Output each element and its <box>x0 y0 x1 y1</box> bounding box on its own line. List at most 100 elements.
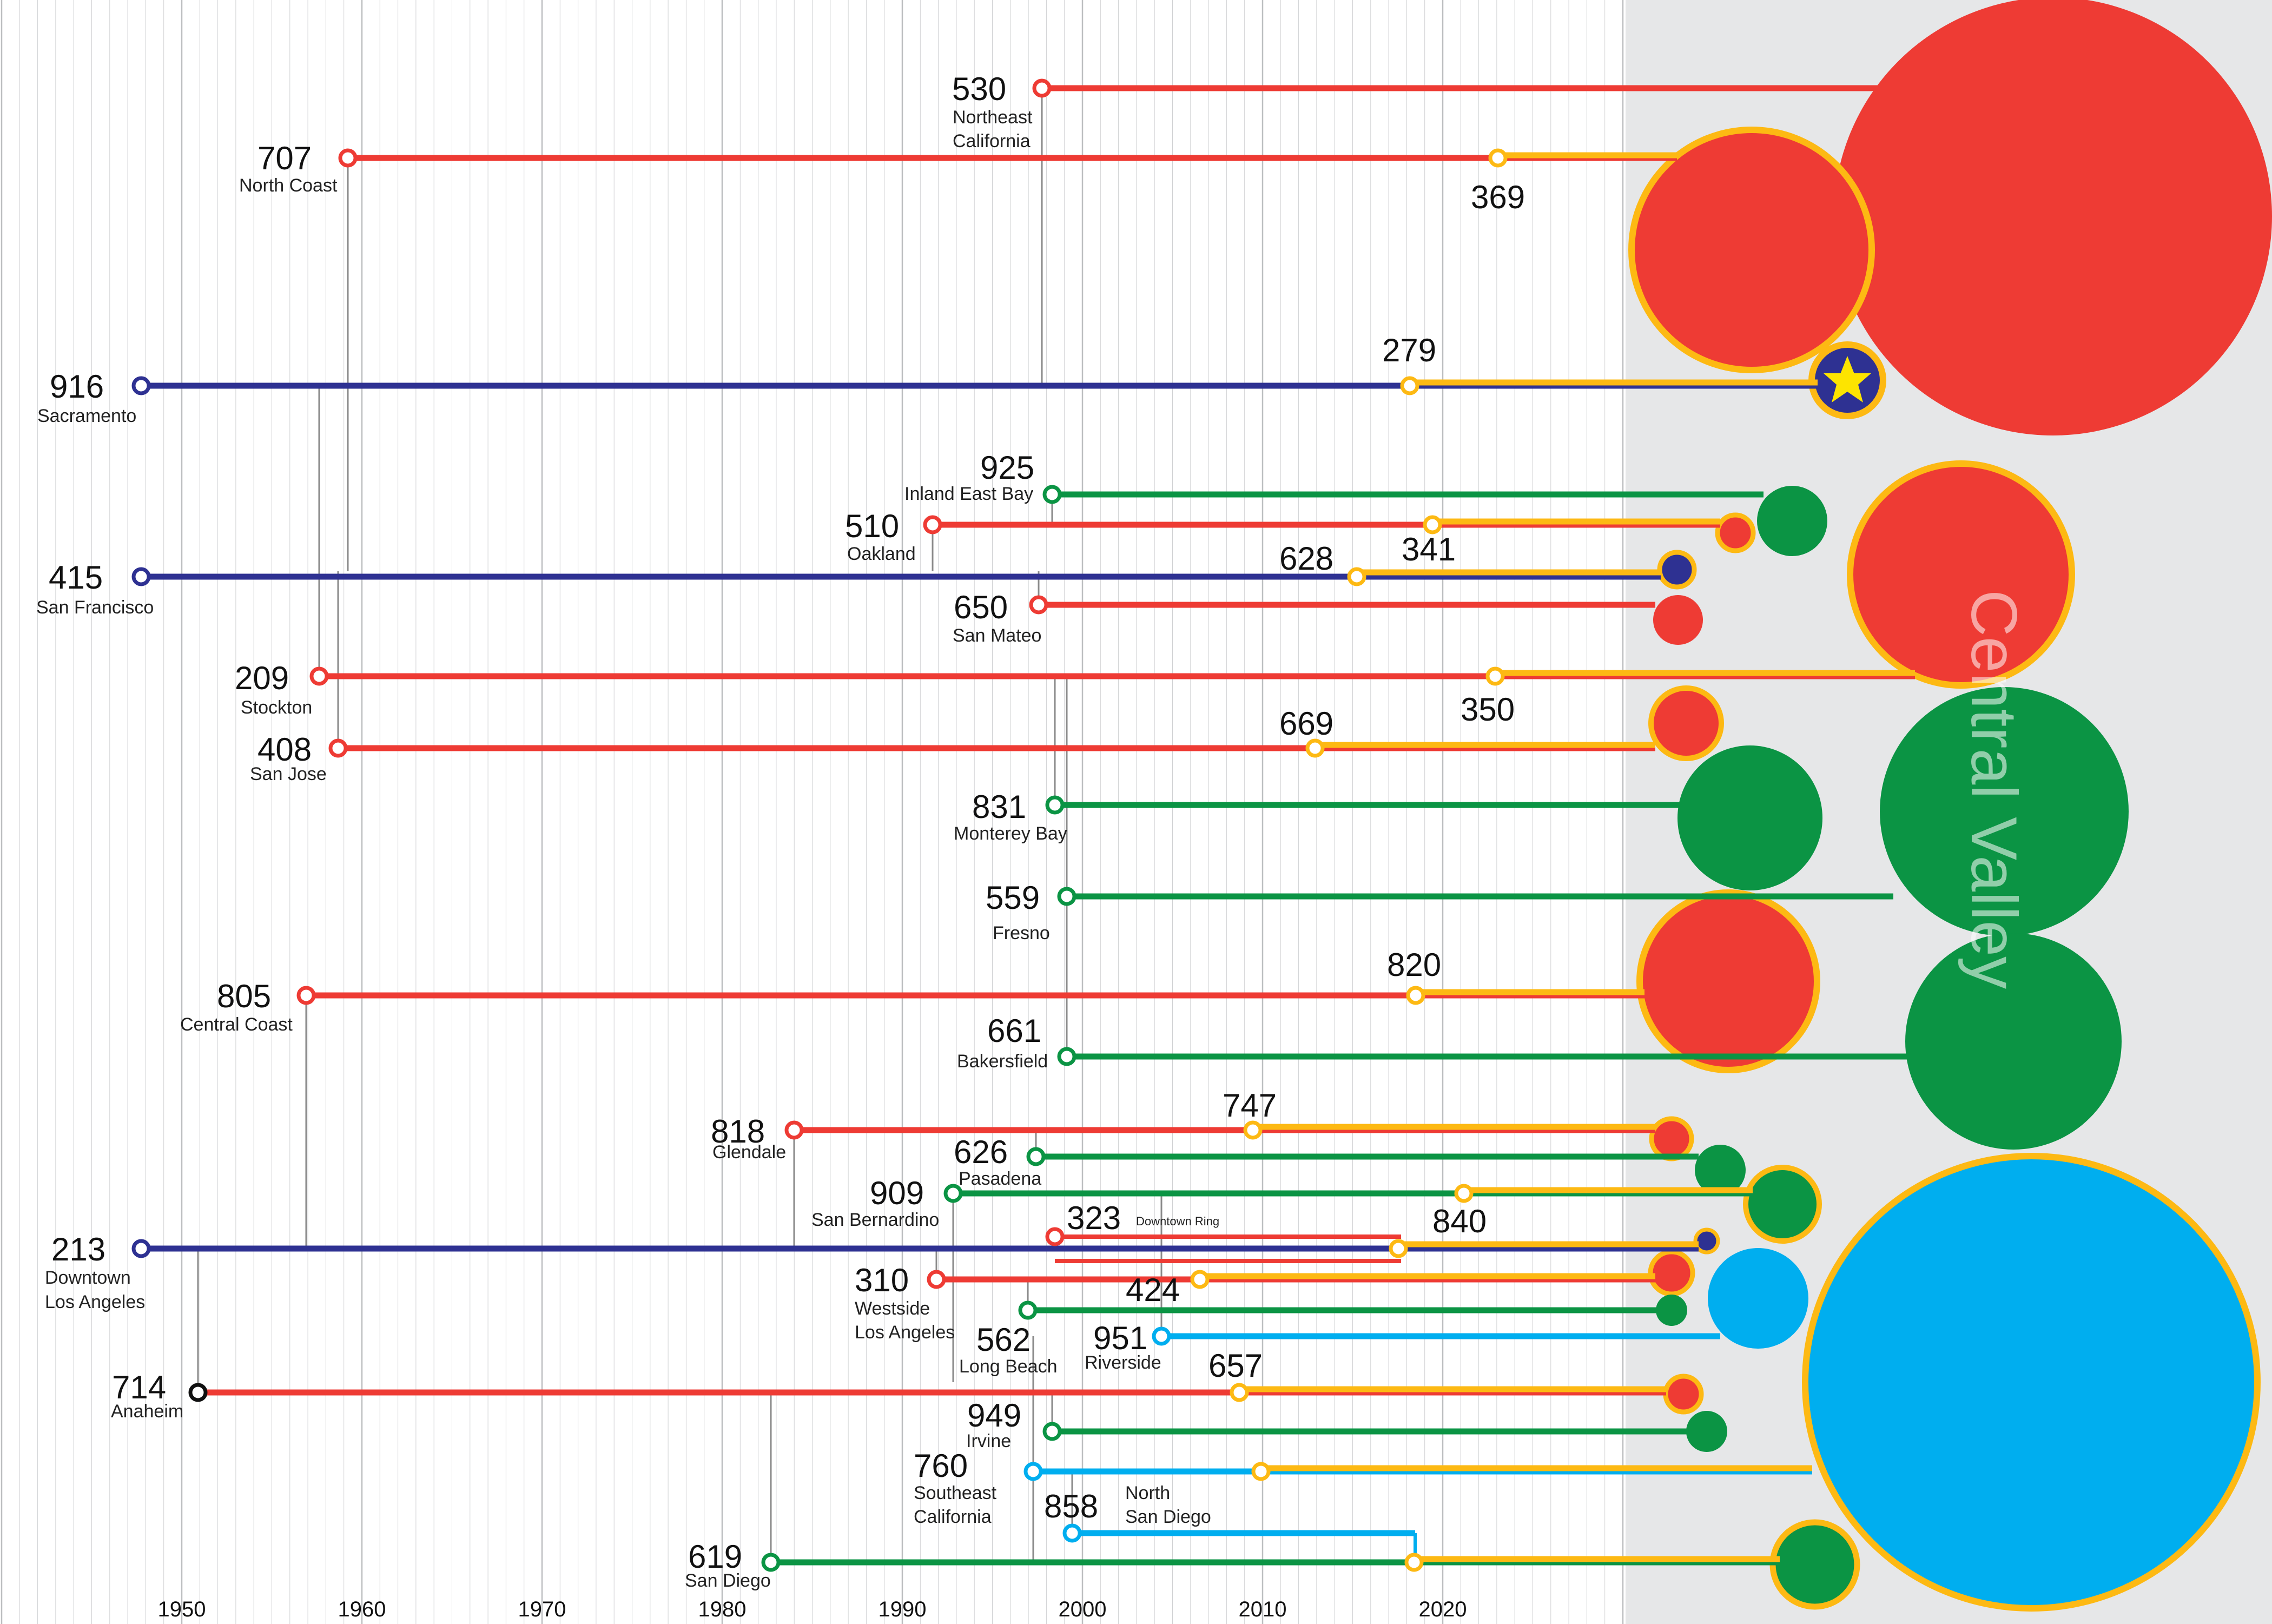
region-661: Bakersfield <box>957 1051 1048 1072</box>
code-840: 840 <box>1432 1203 1487 1239</box>
marker-415 <box>131 567 151 586</box>
year-tick-label: 1990 <box>879 1597 927 1621</box>
marker-858 <box>1062 1523 1082 1543</box>
marker-530 <box>1032 78 1052 98</box>
region-858-line2: San Diego <box>1125 1507 1211 1527</box>
marker-760-b <box>1251 1462 1271 1481</box>
year-tick-label: 2020 <box>1419 1597 1467 1621</box>
region-530-line1: Northeast <box>953 107 1033 128</box>
region-760-line2: California <box>914 1507 992 1527</box>
downtown-la-circle <box>1693 1227 1720 1255</box>
marker-760 <box>1023 1462 1043 1481</box>
marker-818 <box>784 1120 804 1140</box>
region-909: San Bernardino <box>811 1210 939 1230</box>
code-650: 650 <box>954 589 1008 625</box>
oakland-circle <box>1715 512 1756 553</box>
region-858-line1: North <box>1125 1483 1170 1503</box>
code-858: 858 <box>1044 1488 1098 1524</box>
marker-323 <box>1045 1227 1065 1246</box>
code-916: 916 <box>50 368 104 405</box>
marker-831 <box>1045 795 1065 815</box>
marker-562 <box>1018 1300 1038 1320</box>
marker-951 <box>1152 1326 1171 1346</box>
code-760: 760 <box>914 1448 968 1484</box>
bakersfield-circle <box>1905 933 2122 1150</box>
code-323: 323 <box>1067 1200 1121 1236</box>
marker-628 <box>1347 567 1366 586</box>
code-530: 530 <box>952 71 1006 107</box>
region-559: Fresno <box>993 923 1050 943</box>
marker-213 <box>131 1239 151 1258</box>
region-310-line1: Westside <box>855 1298 930 1319</box>
westside-la-circle <box>1648 1249 1695 1297</box>
marker-424 <box>1190 1270 1210 1289</box>
pasadena-circle <box>1695 1145 1746 1196</box>
code-831: 831 <box>972 789 1026 825</box>
code-559: 559 <box>986 880 1040 916</box>
year-gridlines <box>1 0 1624 1624</box>
region-818: Glendale <box>712 1142 786 1163</box>
code-909: 909 <box>870 1175 924 1211</box>
code-951: 951 <box>1093 1320 1147 1356</box>
marker-909-b <box>1454 1184 1474 1203</box>
code-820: 820 <box>1387 947 1441 983</box>
san-diego-circle <box>1769 1519 1860 1610</box>
marker-805 <box>296 986 316 1005</box>
region-562: Long Beach <box>959 1356 1058 1377</box>
marker-657 <box>1230 1383 1249 1402</box>
region-916: Sacramento <box>37 406 136 426</box>
year-tick-label: 1950 <box>158 1597 206 1621</box>
capital-star-icon <box>1824 356 1871 402</box>
marker-714 <box>188 1383 208 1402</box>
year-tick-label: 2000 <box>1059 1597 1107 1621</box>
northern-california-circle <box>1834 0 2272 435</box>
code-626: 626 <box>954 1134 1008 1170</box>
region-209: Stockton <box>241 697 312 718</box>
marker-909 <box>943 1184 963 1203</box>
marker-341 <box>1423 515 1442 534</box>
code-818: 818 <box>711 1113 765 1150</box>
year-tick-label: 1970 <box>518 1597 566 1621</box>
region-951: Riverside <box>1085 1352 1161 1373</box>
code-424: 424 <box>1126 1272 1180 1308</box>
markers <box>131 78 1508 1572</box>
marker-916 <box>131 376 151 395</box>
region-408: San Jose <box>250 764 327 784</box>
code-415: 415 <box>49 559 103 596</box>
code-657: 657 <box>1208 1348 1263 1384</box>
marker-747 <box>1243 1120 1263 1140</box>
region-510: Oakland <box>847 544 916 564</box>
irvine-circle <box>1686 1411 1727 1452</box>
year-axis: 1950 1960 1970 1980 1990 2000 2010 2020 <box>158 1597 1467 1621</box>
region-213-line2: Los Angeles <box>45 1292 145 1312</box>
marker-820 <box>1406 986 1425 1005</box>
glendale-circle <box>1649 1116 1694 1161</box>
stockton-circle <box>1847 460 2075 689</box>
monterey-bay-circle <box>1677 745 1822 890</box>
code-209: 209 <box>235 660 289 696</box>
code-341: 341 <box>1402 531 1456 567</box>
code-369: 369 <box>1471 179 1525 215</box>
long-beach-circle <box>1656 1295 1687 1326</box>
region-805: Central Coast <box>180 1014 293 1035</box>
marker-408 <box>328 738 348 758</box>
region-626: Pasadena <box>959 1169 1041 1189</box>
code-714: 714 <box>112 1369 166 1405</box>
marker-949 <box>1042 1422 1062 1441</box>
north-coast-circle <box>1628 127 1875 373</box>
region-925: Inland East Bay <box>904 484 1033 504</box>
region-760-line1: Southeast <box>914 1483 997 1503</box>
code-707: 707 <box>257 140 312 176</box>
code-661: 661 <box>987 1013 1041 1049</box>
code-747: 747 <box>1223 1087 1277 1124</box>
region-707: North Coast <box>239 175 338 196</box>
code-805: 805 <box>217 978 271 1014</box>
region-949: Irvine <box>966 1431 1011 1451</box>
marker-925 <box>1042 485 1062 504</box>
anaheim-circle <box>1663 1374 1704 1415</box>
central-valley-label: Central Valley <box>1958 590 2030 989</box>
san-bernardino-circle <box>1743 1165 1822 1244</box>
code-925: 925 <box>980 450 1034 486</box>
code-350: 350 <box>1461 691 1515 728</box>
